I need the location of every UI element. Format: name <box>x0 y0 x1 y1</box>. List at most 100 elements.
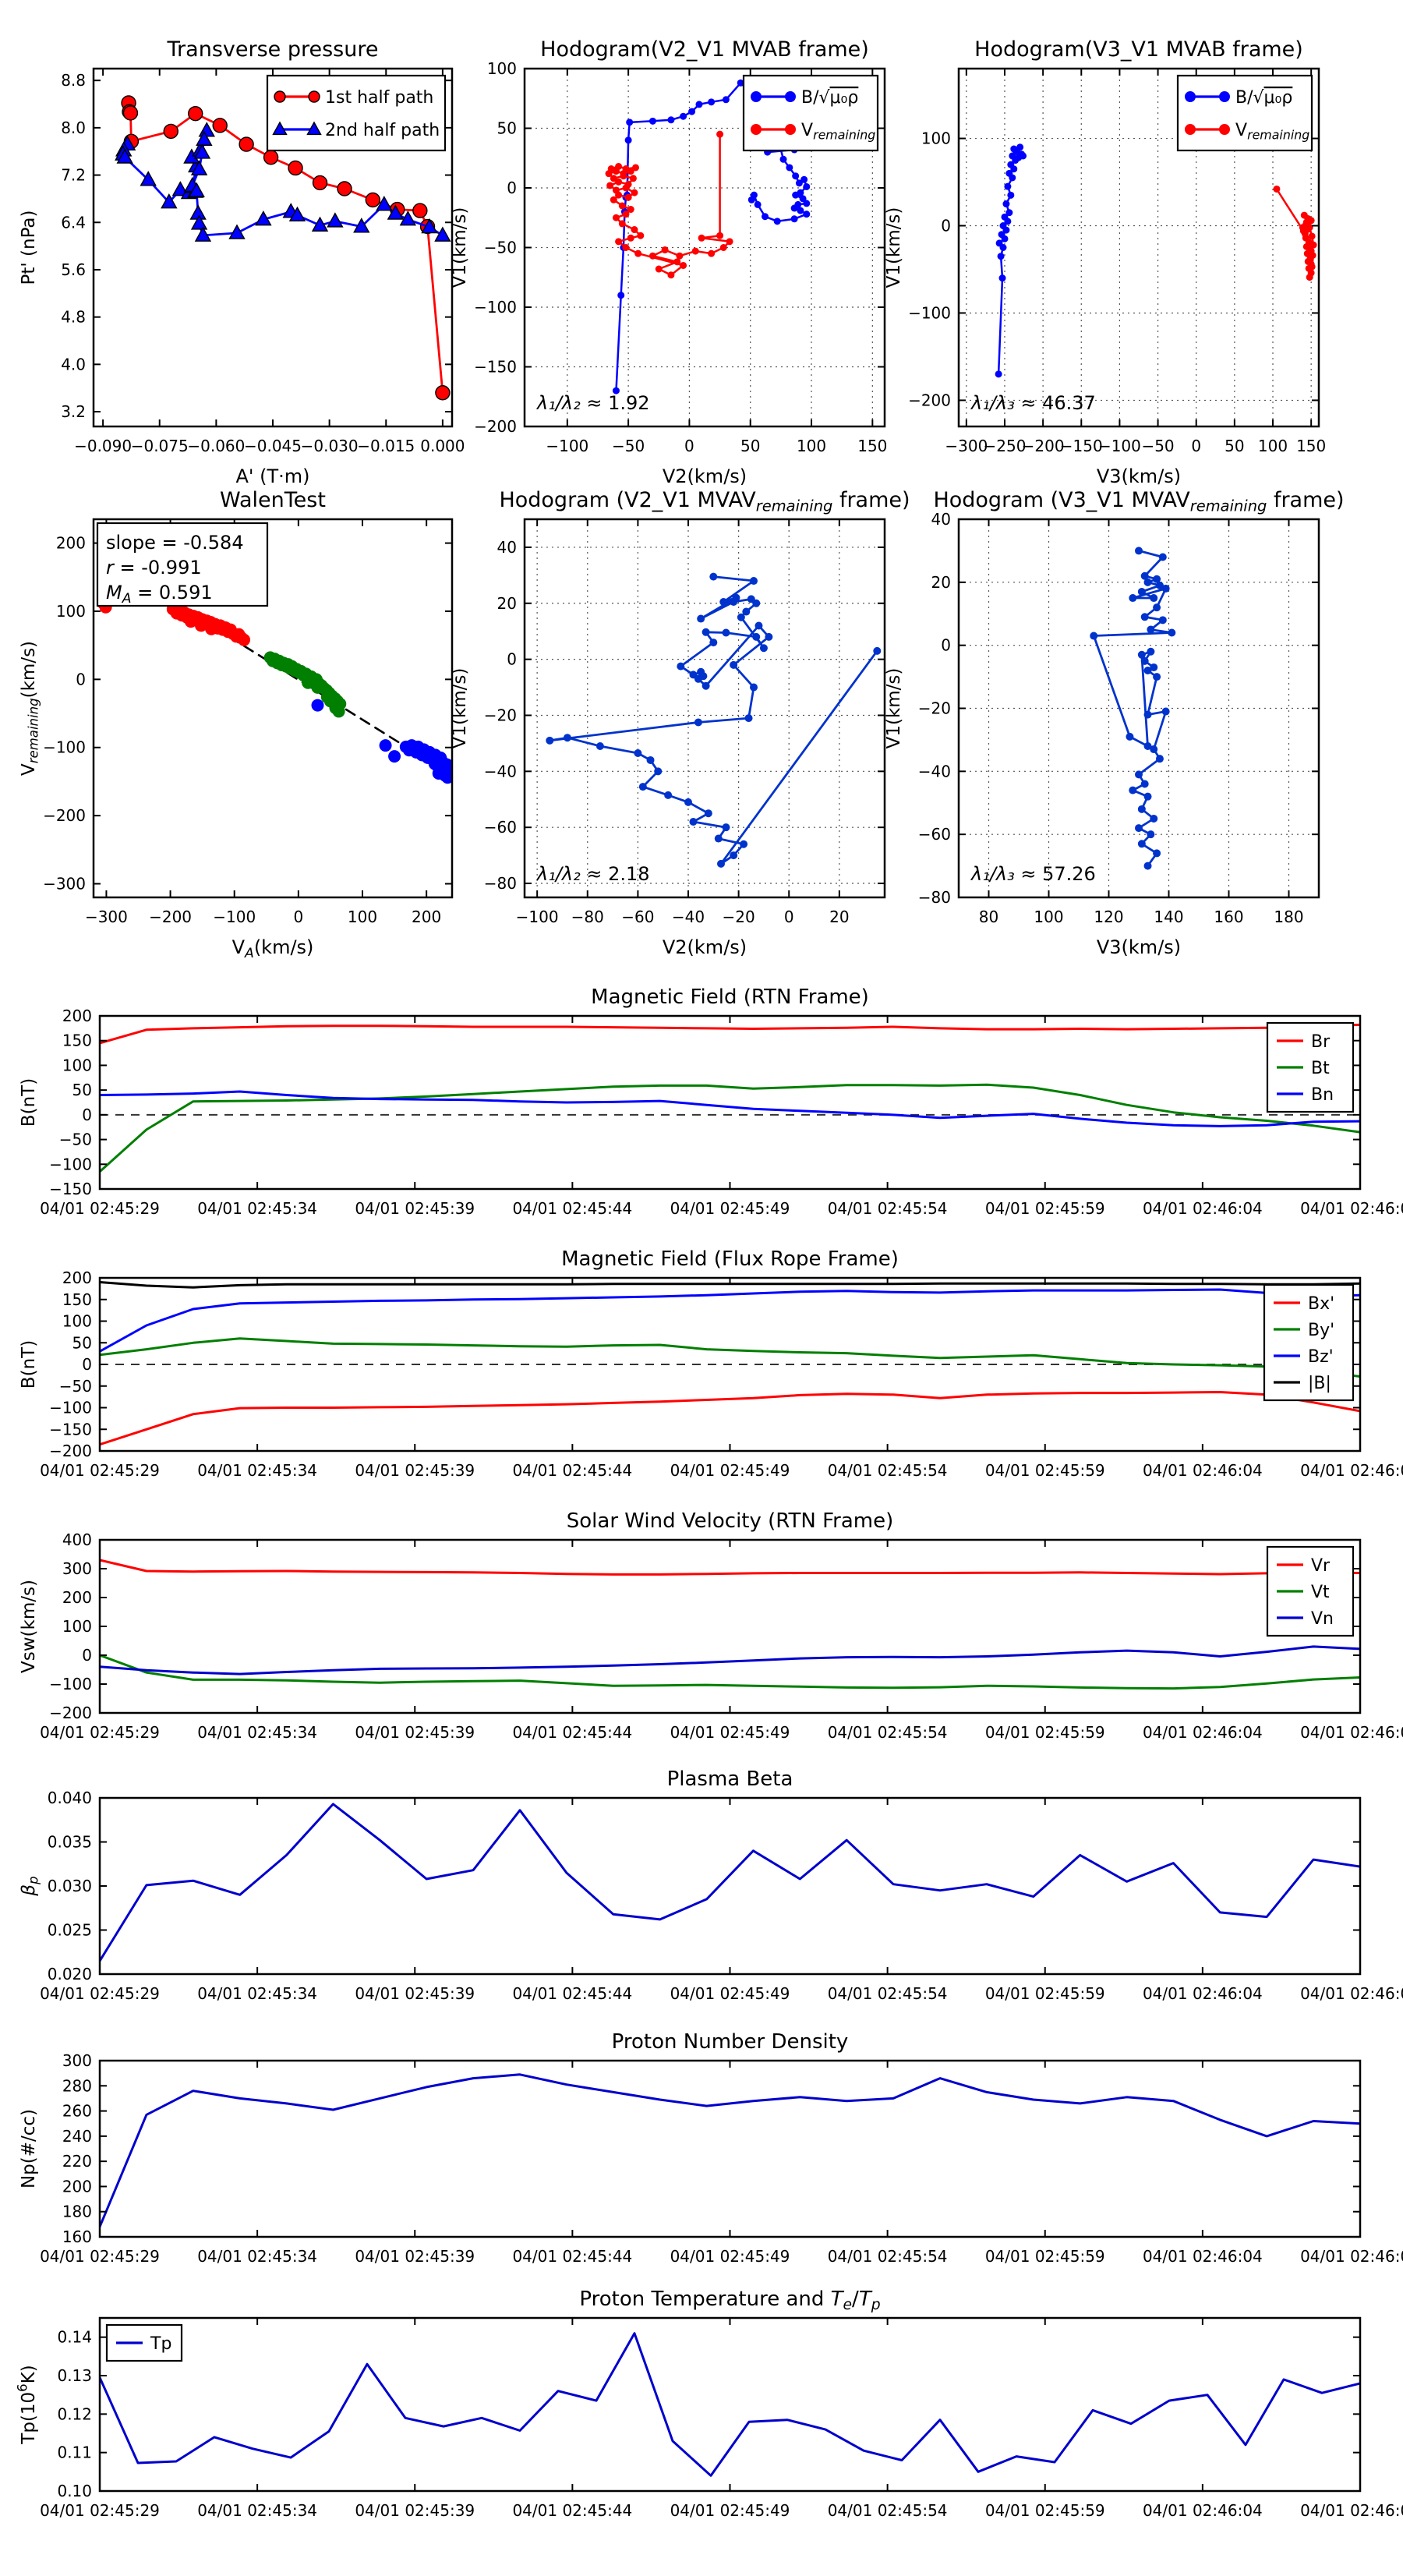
y-tick-label: −100 <box>908 303 951 322</box>
legend: B/√μ₀ρ Vremaining <box>742 74 879 152</box>
chart-title: Solar Wind Velocity (RTN Frame) <box>567 1509 893 1533</box>
x-tick-label: 04/01 02:46:04 <box>1143 1984 1263 2003</box>
x-tick-label: 04/01 02:45:29 <box>40 1723 160 1742</box>
legend-item-label: 2nd half path <box>325 121 440 140</box>
y-tick-label: 0.030 <box>48 1877 92 1895</box>
x-tick-label: 100 <box>348 908 377 926</box>
y-tick-label: 5.6 <box>61 260 86 279</box>
x-tick-label: 04/01 02:45:44 <box>512 1723 632 1742</box>
series-second-half-path <box>115 122 451 242</box>
x-tick-label: 50 <box>1225 437 1244 455</box>
y-tick-label: −60 <box>484 818 517 837</box>
x-tick-label: 04/01 02:45:49 <box>670 1199 790 1218</box>
chart-walen-test: −300 −200 −100 0 100 200 200 100 0 −100 −200 −300 Wa… <box>19 488 454 961</box>
legend-item-label: Vremaining <box>1235 121 1309 142</box>
x-tick-label: 04/01 02:45:54 <box>828 2247 948 2266</box>
x-tick-label: 04/01 02:45:49 <box>670 1723 790 1742</box>
x-tick-label: 100 <box>797 437 826 455</box>
y-axis-label: Vsw(km/s) <box>19 1580 39 1673</box>
x-tick-label: 04/01 02:45:34 <box>197 1199 317 1218</box>
x-tick-label: 04/01 02:46:04 <box>1143 1723 1263 1742</box>
legend: Tp <box>105 2323 183 2362</box>
y-tick-label: −100 <box>49 1675 92 1693</box>
series-Bn <box>100 1090 1360 1127</box>
chart-hodogram-v3v1-mvav: 80 100 120 140 160 180 40 20 0 −20 −40 −60 −80 Hodogr… <box>884 488 1345 958</box>
legend: 1st half path 2nd half path <box>266 74 447 152</box>
x-tick-label: 04/01 02:45:39 <box>355 1984 475 2003</box>
chart-proton-number-density: 04/01 02:45:29 04/01 02:45:34 04/01 02:45:… <box>19 2030 1403 2266</box>
x-tick-label: 04/01 02:45:34 <box>197 1723 317 1742</box>
y-axis-label: βp <box>19 1876 41 1896</box>
x-tick-label: 0 <box>293 908 303 926</box>
y-tick-label: 100 <box>62 1617 92 1636</box>
x-tick-label: −300 <box>945 437 988 455</box>
y-tick-label: 0.14 <box>57 2328 92 2347</box>
y-tick-label: −200 <box>908 391 951 409</box>
y-tick-label: 100 <box>487 59 517 78</box>
ticks: 04/01 02:45:29 04/01 02:45:34 04/01 02:45:… <box>40 2051 1403 2266</box>
y-tick-label: 7.2 <box>61 166 86 185</box>
ticks: 04/01 02:45:29 04/01 02:45:34 04/01 02:45:… <box>40 1530 1403 1742</box>
x-tick-label: −100 <box>546 437 588 455</box>
legend: B/√μ₀ρ Vremaining <box>1176 74 1313 152</box>
x-tick-label: 04/01 02:45:54 <box>828 1723 948 1742</box>
legend-item-label: Vremaining <box>801 121 875 142</box>
y-tick-label: −80 <box>918 888 951 907</box>
eigenvalue-annotation: λ₁/λ₂ ≈ 2.18 <box>535 863 650 885</box>
grid <box>525 519 885 897</box>
ticks: 80 100 120 140 160 180 40 20 0 −20 −40 −60 −80 <box>918 510 1319 926</box>
x-tick-label: 0 <box>684 437 694 455</box>
x-tick-label: 04/01 02:46:09 <box>1300 1199 1403 1218</box>
series-Bx-prime <box>100 1391 1360 1446</box>
x-tick-label: −250 <box>984 437 1027 455</box>
y-tick-label: 100 <box>62 1056 92 1074</box>
x-axis-label: V2(km/s) <box>663 465 747 487</box>
x-tick-label: −100 <box>516 908 559 926</box>
series-v-remaining <box>1273 185 1317 281</box>
y-tick-label: 40 <box>931 510 951 529</box>
x-tick-label: 04/01 02:46:09 <box>1300 1984 1403 2003</box>
legend: Bx' By' Bz' |B| <box>1263 1283 1355 1402</box>
x-tick-label: 0 <box>784 908 794 926</box>
chart-title: Plasma Beta <box>667 1767 793 1791</box>
x-tick-label: 100 <box>1034 908 1063 926</box>
x-tick-label: 04/01 02:46:04 <box>1143 1461 1263 1480</box>
x-tick-label: 0.000 <box>420 437 465 455</box>
y-tick-label: 200 <box>62 2177 92 2196</box>
x-tick-label: 04/01 02:46:09 <box>1300 2501 1403 2520</box>
legend-item-label: Bn <box>1311 1085 1334 1105</box>
legend-item-label: 1st half path <box>325 88 433 108</box>
y-tick-label: 280 <box>62 2076 92 2095</box>
y-tick-label: −20 <box>484 706 517 724</box>
x-tick-label: −0.090 <box>74 437 132 455</box>
legend-item-label: Bz' <box>1308 1347 1334 1367</box>
y-tick-label: 20 <box>497 594 517 613</box>
y-tick-label: 300 <box>62 2051 92 2070</box>
x-tick-label: 04/01 02:45:39 <box>355 1199 475 1218</box>
x-tick-label: 04/01 02:45:29 <box>40 2501 160 2520</box>
y-tick-label: 200 <box>62 1269 92 1287</box>
ticks: 04/01 02:45:29 04/01 02:45:34 04/01 02:45:… <box>40 1269 1403 1480</box>
y-axis-label: V1(km/s) <box>884 668 904 749</box>
y-tick-label: −150 <box>474 358 517 377</box>
y-tick-label: 4.8 <box>61 308 86 327</box>
chart-title: Magnetic Field (RTN Frame) <box>591 985 869 1009</box>
y-tick-label: 0 <box>82 1646 92 1665</box>
y-tick-label: −50 <box>59 1377 92 1396</box>
stats-line: MA = 0.591 <box>106 582 213 607</box>
y-tick-label: 3.2 <box>61 402 86 421</box>
y-tick-label: 0.035 <box>48 1833 92 1852</box>
y-tick-label: −60 <box>918 825 951 844</box>
y-tick-label: 0 <box>941 636 951 655</box>
y-tick-label: 160 <box>62 2227 92 2246</box>
stats-box: slope = -0.584 r = -0.991 MA = 0.591 <box>96 522 269 607</box>
chart-magnetic-field-rtn: 04/01 02:45:29 04/01 02:45:34 04/01 02:45:… <box>19 985 1403 1218</box>
legend-item-label: B/√μ₀ρ <box>1235 88 1292 108</box>
x-tick-label: −300 <box>85 908 128 926</box>
y-tick-label: 0 <box>507 179 517 197</box>
y-tick-label: 200 <box>62 1588 92 1607</box>
y-tick-label: 200 <box>62 1007 92 1025</box>
series-Np <box>100 2073 1360 2228</box>
ticks: 04/01 02:45:29 04/01 02:45:34 04/01 02:45:… <box>40 1789 1403 2003</box>
